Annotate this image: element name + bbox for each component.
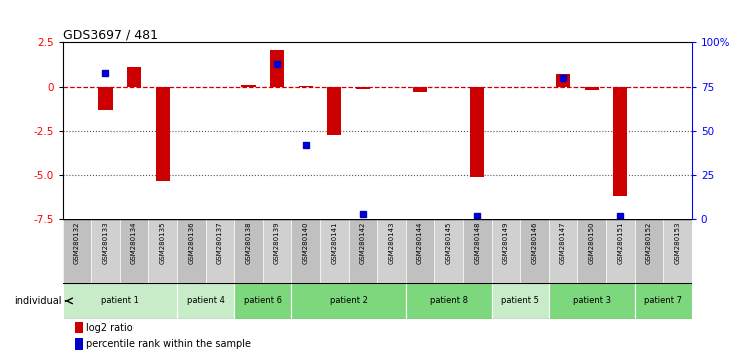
Text: GSM280149: GSM280149 [503, 221, 509, 264]
Bar [155, 87, 170, 181]
Bar [406, 283, 492, 319]
Text: GSM280134: GSM280134 [131, 221, 137, 264]
Text: patient 4: patient 4 [187, 296, 224, 306]
Bar [241, 85, 255, 87]
Bar [613, 87, 628, 196]
Bar [413, 87, 428, 92]
Text: GSM280147: GSM280147 [560, 221, 566, 264]
Text: GSM280143: GSM280143 [389, 221, 394, 264]
Bar [291, 219, 320, 283]
Text: GSM280139: GSM280139 [274, 221, 280, 264]
Bar [63, 219, 91, 283]
Text: individual: individual [14, 296, 61, 306]
Text: GSM280151: GSM280151 [618, 221, 623, 264]
Text: GSM280137: GSM280137 [217, 221, 223, 264]
Bar [234, 219, 263, 283]
Text: GSM280138: GSM280138 [246, 221, 252, 264]
Bar [578, 219, 606, 283]
Bar [549, 219, 578, 283]
Text: GSM280144: GSM280144 [417, 221, 423, 264]
Bar [355, 87, 370, 88]
Text: log2 ratio: log2 ratio [86, 323, 133, 333]
Text: patient 7: patient 7 [644, 296, 682, 306]
Bar [663, 219, 692, 283]
Text: patient 2: patient 2 [330, 296, 367, 306]
Bar [470, 87, 484, 177]
Text: GSM280141: GSM280141 [331, 221, 337, 264]
Text: GSM280135: GSM280135 [160, 221, 166, 264]
Bar [327, 87, 342, 135]
Text: GSM280140: GSM280140 [302, 221, 308, 264]
Bar [463, 219, 492, 283]
Text: GSM280150: GSM280150 [589, 221, 595, 264]
Bar [127, 67, 141, 87]
Text: patient 5: patient 5 [501, 296, 539, 306]
Text: patient 8: patient 8 [430, 296, 467, 306]
Text: GSM280142: GSM280142 [360, 221, 366, 264]
Text: GSM280148: GSM280148 [474, 221, 481, 264]
Bar [492, 283, 549, 319]
Text: GSM280153: GSM280153 [674, 221, 681, 264]
Text: patient 6: patient 6 [244, 296, 282, 306]
Bar [634, 283, 692, 319]
Bar [75, 338, 82, 350]
Text: GSM280146: GSM280146 [531, 221, 537, 264]
Bar [492, 219, 520, 283]
Bar [291, 283, 406, 319]
Text: GSM280152: GSM280152 [646, 221, 652, 264]
Bar [549, 283, 634, 319]
Bar [177, 283, 234, 319]
Bar [234, 283, 291, 319]
Text: GSM280145: GSM280145 [446, 221, 452, 264]
Bar [263, 219, 291, 283]
Bar [177, 219, 205, 283]
Bar [63, 283, 177, 319]
Text: patient 3: patient 3 [573, 296, 611, 306]
Text: GSM280136: GSM280136 [188, 221, 194, 264]
Bar [149, 219, 177, 283]
Bar [205, 219, 234, 283]
Bar [91, 219, 120, 283]
Bar [299, 86, 313, 87]
Bar [634, 219, 663, 283]
Text: GDS3697 / 481: GDS3697 / 481 [63, 28, 158, 41]
Bar [99, 87, 113, 110]
Bar [120, 219, 149, 283]
Text: percentile rank within the sample: percentile rank within the sample [86, 339, 252, 349]
Bar [406, 219, 434, 283]
Text: GSM280133: GSM280133 [102, 221, 108, 264]
Bar [434, 219, 463, 283]
Bar [584, 87, 599, 90]
Bar [606, 219, 634, 283]
Bar [520, 219, 549, 283]
Bar [320, 219, 349, 283]
Bar [349, 219, 377, 283]
Bar [270, 50, 284, 87]
Bar [556, 74, 570, 87]
Bar [75, 322, 82, 333]
Text: patient 1: patient 1 [101, 296, 138, 306]
Bar [377, 219, 406, 283]
Text: GSM280132: GSM280132 [74, 221, 80, 264]
